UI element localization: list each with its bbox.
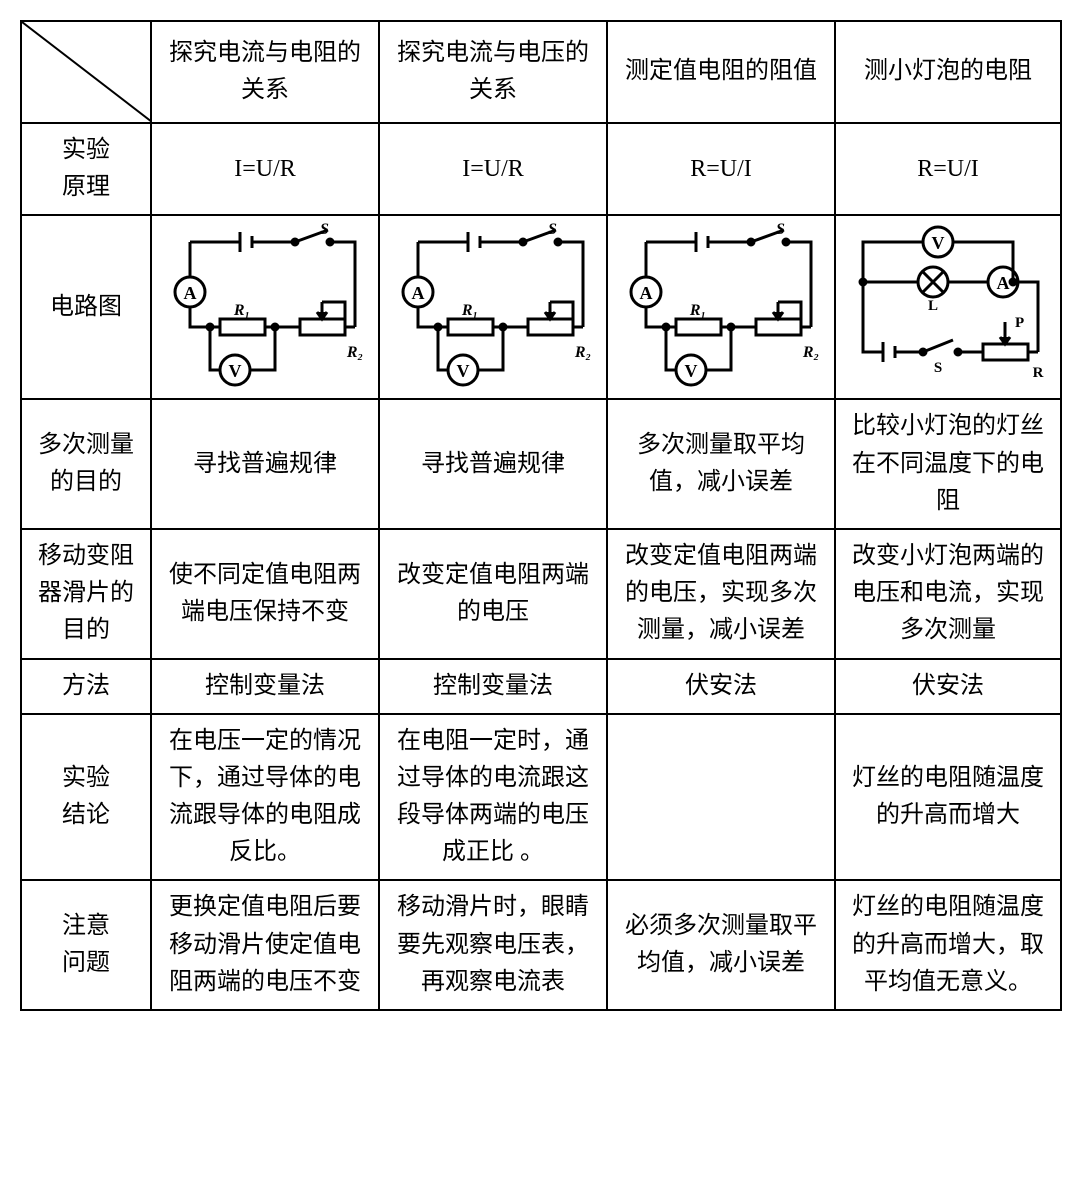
svg-text:P: P: [1015, 315, 1024, 331]
row-purpose-multi-label: 多次测量的目的: [21, 399, 151, 529]
circuit-diagram-2: A V R₁ R₂ S: [388, 222, 598, 392]
method-c3: 伏安法: [607, 659, 835, 714]
svg-text:V: V: [229, 361, 242, 381]
row-attention: 注意问题 更换定值电阻后要移动滑片使定值电阻两端的电压不变 移动滑片时，眼睛要先…: [21, 880, 1061, 1010]
svg-text:R₁: R₁: [461, 302, 478, 319]
svg-text:A: A: [997, 273, 1010, 293]
method-c2: 控制变量法: [379, 659, 607, 714]
principle-c4: R=U/I: [835, 123, 1061, 215]
col-header-3: 测定值电阻的阻值: [607, 21, 835, 123]
svg-text:R₂: R₂: [574, 344, 591, 361]
diag-header-cell: [21, 21, 151, 123]
svg-text:R₁: R₁: [689, 302, 706, 319]
header-row: 探究电流与电阻的关系 探究电流与电压的关系 测定值电阻的阻值 测小灯泡的电阻: [21, 21, 1061, 123]
circuit-diagram-3: A V R₁ R₂ S: [616, 222, 826, 392]
row-principle: 实验原理 I=U/R I=U/R R=U/I R=U/I: [21, 123, 1061, 215]
principle-c2: I=U/R: [379, 123, 607, 215]
attention-c1: 更换定值电阻后要移动滑片使定值电阻两端的电压不变: [151, 880, 379, 1010]
row-circuit-label: 电路图: [21, 215, 151, 399]
row-conclusion: 实验结论 在电压一定的情况下，通过导体的电流跟导体的电阻成反比。 在电阻一定时，…: [21, 714, 1061, 881]
row-method-label: 方法: [21, 659, 151, 714]
comparison-table: 探究电流与电阻的关系 探究电流与电压的关系 测定值电阻的阻值 测小灯泡的电阻 实…: [20, 20, 1062, 1011]
svg-text:L: L: [928, 298, 938, 314]
svg-text:R₂: R₂: [346, 344, 363, 361]
purpose-slider-c2: 改变定值电阻两端的电压: [379, 529, 607, 659]
row-conclusion-label: 实验结论: [21, 714, 151, 881]
attention-c4: 灯丝的电阻随温度的升高而增大，取平均值无意义。: [835, 880, 1061, 1010]
diagonal-line: [22, 22, 152, 122]
method-c1: 控制变量法: [151, 659, 379, 714]
purpose-slider-c4: 改变小灯泡两端的电压和电流，实现多次测量: [835, 529, 1061, 659]
purpose-slider-c1: 使不同定值电阻两端电压保持不变: [151, 529, 379, 659]
method-c4: 伏安法: [835, 659, 1061, 714]
row-circuit: 电路图: [21, 215, 1061, 399]
attention-c3: 必须多次测量取平均值，减小误差: [607, 880, 835, 1010]
conclusion-c4: 灯丝的电阻随温度的升高而增大: [835, 714, 1061, 881]
principle-c3: R=U/I: [607, 123, 835, 215]
svg-text:A: A: [412, 283, 425, 303]
col-header-2: 探究电流与电压的关系: [379, 21, 607, 123]
attention-c2: 移动滑片时，眼睛要先观察电压表，再观察电流表: [379, 880, 607, 1010]
row-purpose-multi: 多次测量的目的 寻找普遍规律 寻找普遍规律 多次测量取平均值，减小误差 比较小灯…: [21, 399, 1061, 529]
col-header-4: 测小灯泡的电阻: [835, 21, 1061, 123]
circuit-c1: A V R₁ R₂ S: [151, 215, 379, 399]
principle-c1: I=U/R: [151, 123, 379, 215]
svg-text:V: V: [932, 233, 945, 253]
row-method: 方法 控制变量法 控制变量法 伏安法 伏安法: [21, 659, 1061, 714]
circuit-c2: A V R₁ R₂ S: [379, 215, 607, 399]
conclusion-c1: 在电压一定的情况下，通过导体的电流跟导体的电阻成反比。: [151, 714, 379, 881]
svg-text:S: S: [776, 222, 785, 238]
col-header-1: 探究电流与电阻的关系: [151, 21, 379, 123]
svg-text:S: S: [548, 222, 557, 238]
circuit-c4: V A L S P R: [835, 215, 1061, 399]
row-purpose-slider: 移动变阻器滑片的目的 使不同定值电阻两端电压保持不变 改变定值电阻两端的电压 改…: [21, 529, 1061, 659]
row-purpose-slider-label: 移动变阻器滑片的目的: [21, 529, 151, 659]
svg-text:V: V: [685, 361, 698, 381]
conclusion-c3: [607, 714, 835, 881]
svg-text:S: S: [934, 360, 942, 376]
purpose-multi-c2: 寻找普遍规律: [379, 399, 607, 529]
svg-text:A: A: [640, 283, 653, 303]
svg-text:A: A: [184, 283, 197, 303]
circuit-diagram-4: V A L S P R: [843, 222, 1053, 392]
conclusion-c2: 在电阻一定时，通过导体的电流跟这段导体两端的电压成正比 。: [379, 714, 607, 881]
svg-text:R: R: [1033, 365, 1044, 381]
row-attention-label: 注意问题: [21, 880, 151, 1010]
purpose-multi-c3: 多次测量取平均值，减小误差: [607, 399, 835, 529]
purpose-slider-c3: 改变定值电阻两端的电压，实现多次测量，减小误差: [607, 529, 835, 659]
svg-text:V: V: [457, 361, 470, 381]
svg-text:R₂: R₂: [802, 344, 819, 361]
row-principle-label: 实验原理: [21, 123, 151, 215]
circuit-diagram-1: A V R₁ R₂ S: [160, 222, 370, 392]
svg-text:S: S: [320, 222, 329, 238]
purpose-multi-c4: 比较小灯泡的灯丝在不同温度下的电阻: [835, 399, 1061, 529]
circuit-c3: A V R₁ R₂ S: [607, 215, 835, 399]
svg-text:R₁: R₁: [233, 302, 250, 319]
purpose-multi-c1: 寻找普遍规律: [151, 399, 379, 529]
